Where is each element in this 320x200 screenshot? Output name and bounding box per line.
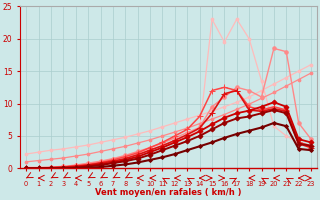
- X-axis label: Vent moyen/en rafales ( km/h ): Vent moyen/en rafales ( km/h ): [95, 188, 242, 197]
